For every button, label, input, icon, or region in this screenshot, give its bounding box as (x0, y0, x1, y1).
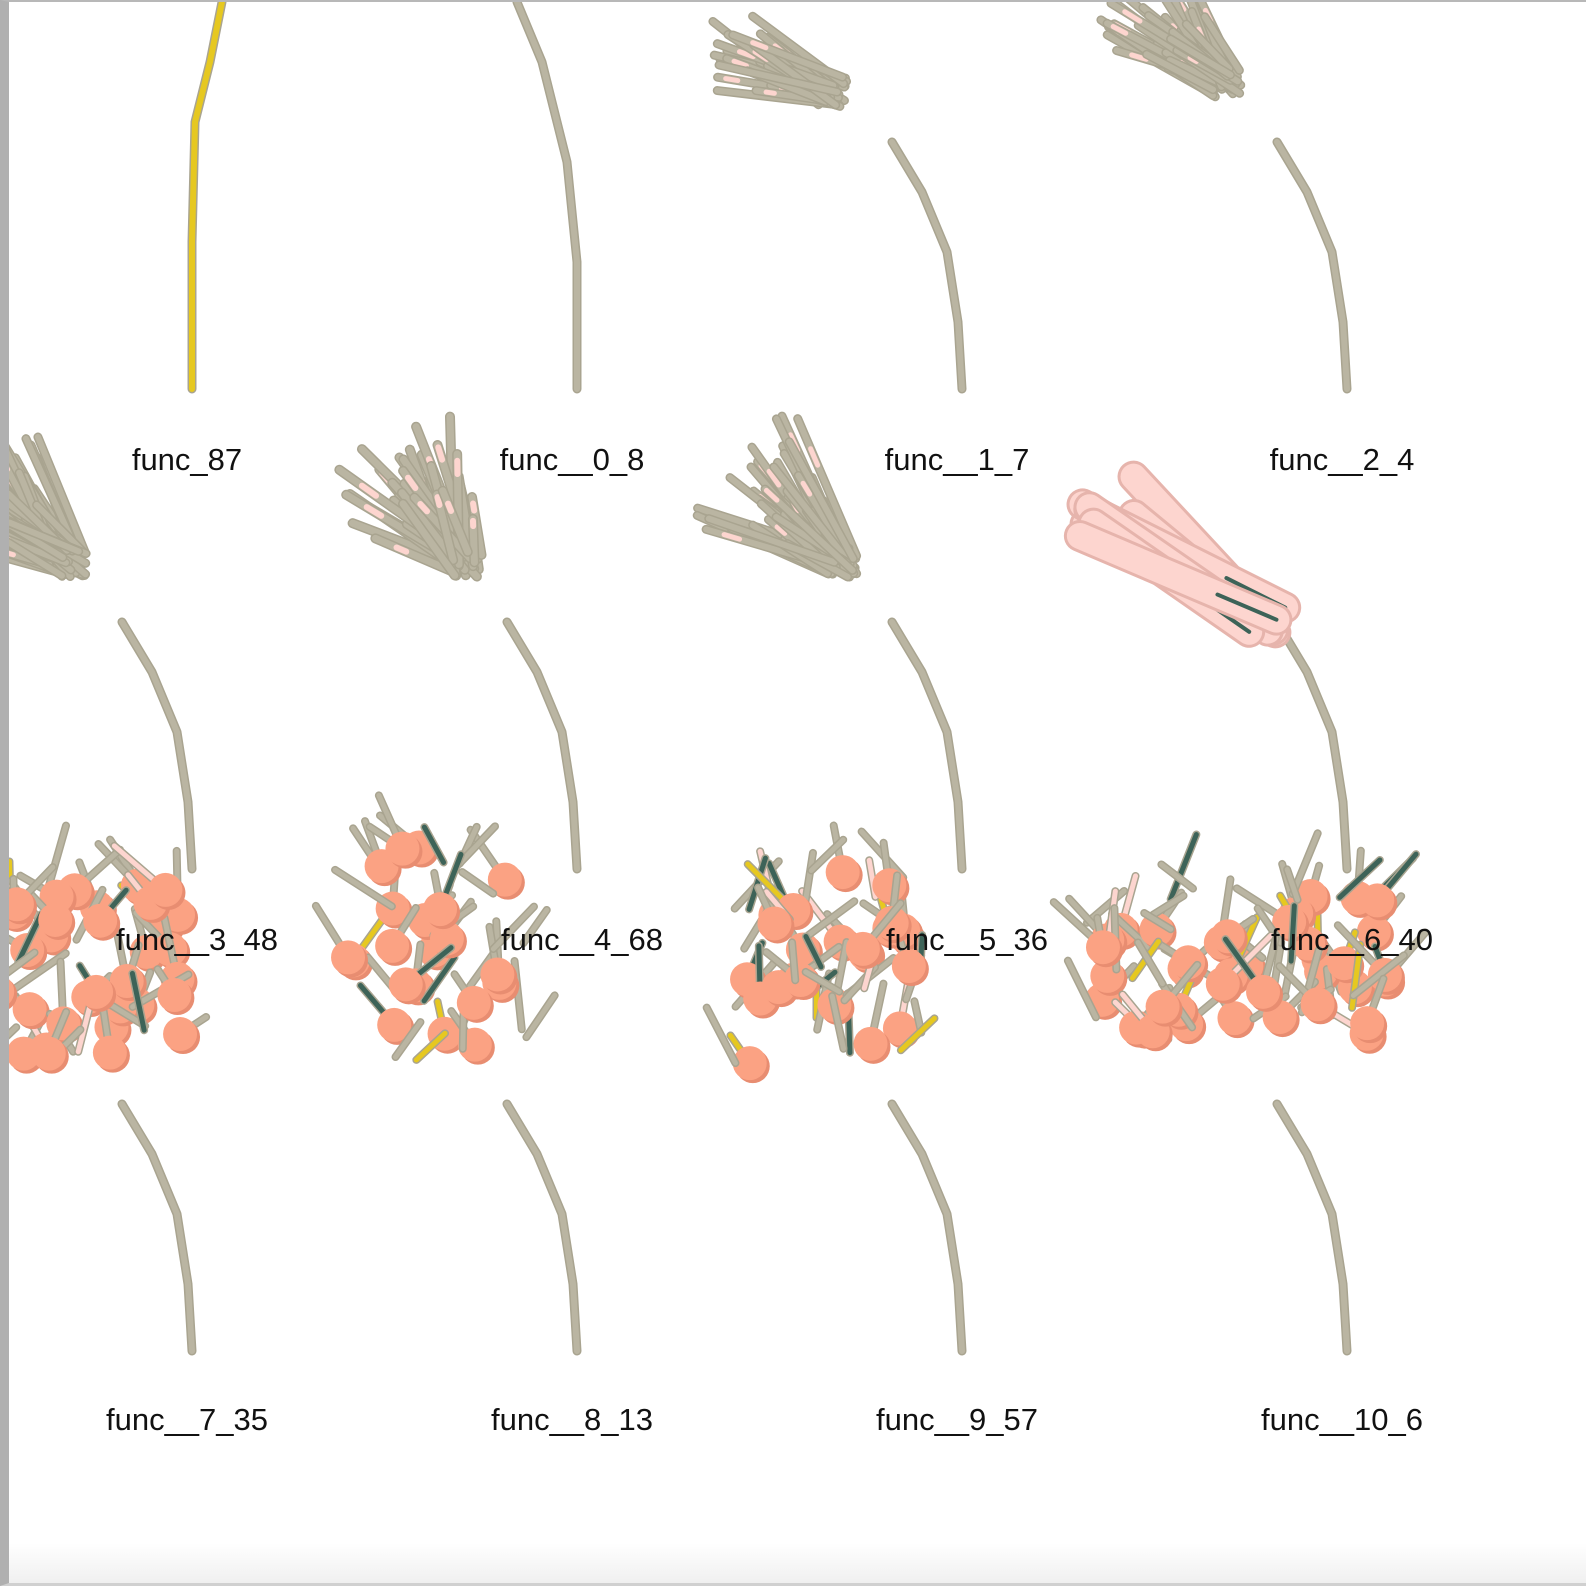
plant-rendering (1063, 460, 1352, 874)
plant-gallery (9, 2, 1430, 1356)
plant-rendering (512, 2, 582, 394)
plant-rendering (334, 411, 582, 874)
plant-rendering (708, 11, 967, 394)
plant-rendering (1096, 2, 1352, 394)
plant-rendering (692, 411, 967, 874)
plant-rendering (311, 791, 582, 1356)
plant-rendering (1049, 829, 1430, 1356)
plant-rendering (9, 821, 211, 1356)
plant-rendering (187, 2, 227, 394)
plant-rendering (702, 821, 967, 1356)
plant-rendering (9, 432, 197, 874)
bottom-shadow (9, 1543, 1586, 1583)
